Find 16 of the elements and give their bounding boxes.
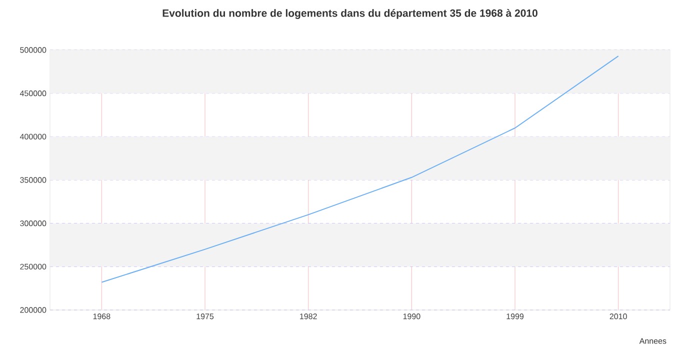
x-tick-label: 2010: [610, 314, 627, 320]
y-tick-label: 400000: [20, 134, 46, 140]
x-axis-title: Annees: [639, 338, 666, 344]
y-tick-label: 200000: [20, 307, 46, 313]
x-tick-label: 1990: [403, 314, 420, 320]
x-tick-label: 1999: [506, 314, 524, 320]
x-tick-label: 1968: [93, 314, 110, 320]
y-tick-label: 500000: [20, 47, 46, 53]
y-tick-label: 450000: [20, 90, 46, 96]
x-tick-label: 1982: [300, 314, 317, 320]
line-series: [101, 56, 619, 283]
chart-title: Evolution du nombre de logements dans du département 35 de 1968 à 2010: [162, 9, 538, 19]
y-tick-label: 350000: [20, 177, 46, 183]
y-tick-label: 250000: [20, 264, 46, 270]
y-tick-label: 300000: [20, 220, 46, 226]
x-tick-label: 1975: [196, 314, 214, 320]
